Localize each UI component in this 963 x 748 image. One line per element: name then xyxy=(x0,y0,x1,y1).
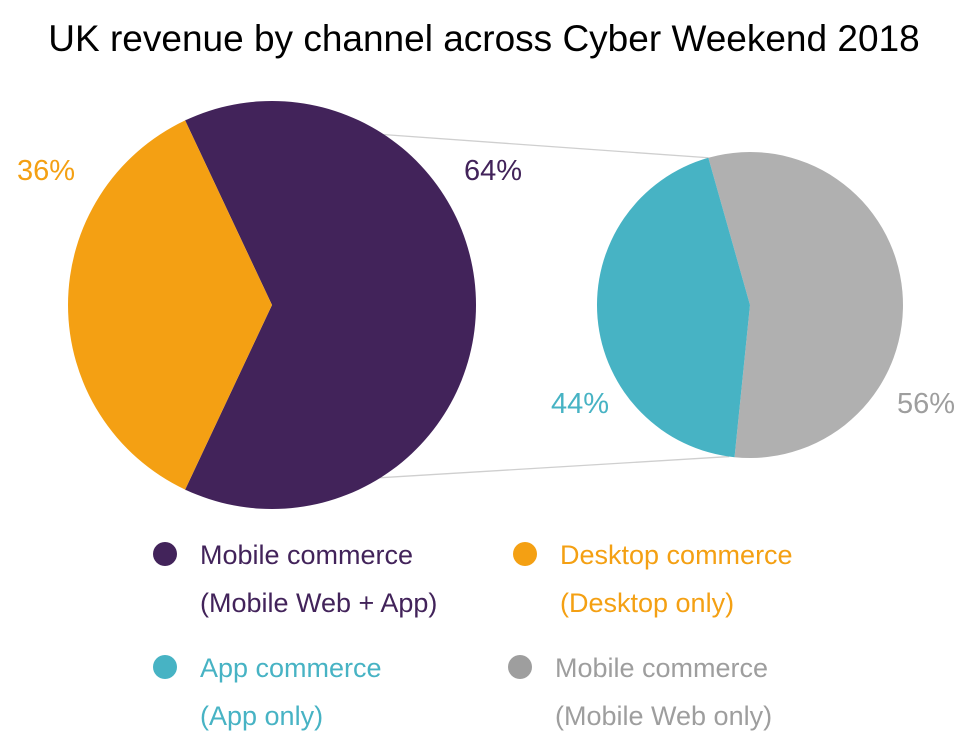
legend-marker-desktop xyxy=(513,542,537,566)
slice-label-mobile: 64% xyxy=(464,155,522,187)
slice-label-desktop: 36% xyxy=(17,155,75,187)
legend-label-line2: (Mobile Web only) xyxy=(555,701,772,731)
legend-label-line2: (Mobile Web + App) xyxy=(200,588,437,618)
legend-marker-mobile xyxy=(153,542,177,566)
legend-item-mobile: Mobile commerce (Mobile Web + App) xyxy=(153,540,437,618)
legend-marker-mobile_web xyxy=(508,655,532,679)
detail-pie xyxy=(596,152,903,459)
legend-item-desktop: Desktop commerce (Desktop only) xyxy=(513,540,793,618)
main-pie-slice-mobile xyxy=(185,100,477,509)
slice-label-mobile_web: 56% xyxy=(897,388,955,420)
legend-item-app: App commerce (App only) xyxy=(153,653,382,731)
main-pie xyxy=(68,100,477,509)
main-pie-slice-desktop xyxy=(68,120,272,490)
slice-label-app: 44% xyxy=(551,388,609,420)
legend-label-line1: Mobile commerce xyxy=(555,653,768,683)
legend: Mobile commerce (Mobile Web + App) Desktop… xyxy=(153,540,793,731)
legend-item-mobile_web: Mobile commerce (Mobile Web only) xyxy=(508,653,772,731)
legend-label-line1: Mobile commerce xyxy=(200,540,413,570)
legend-label-line2: (App only) xyxy=(200,701,323,731)
legend-label-line1: Desktop commerce xyxy=(560,540,793,570)
chart-title: UK revenue by channel across Cyber Weeke… xyxy=(48,18,919,59)
detail-pie-slice-mobile_web xyxy=(708,152,903,459)
slice-labels: 64% 36% 44% 56% xyxy=(17,155,955,420)
detail-pie-slice-app xyxy=(596,157,750,458)
legend-label-line1: App commerce xyxy=(200,653,382,683)
legend-marker-app xyxy=(153,655,177,679)
legend-label-line2: (Desktop only) xyxy=(560,588,734,618)
